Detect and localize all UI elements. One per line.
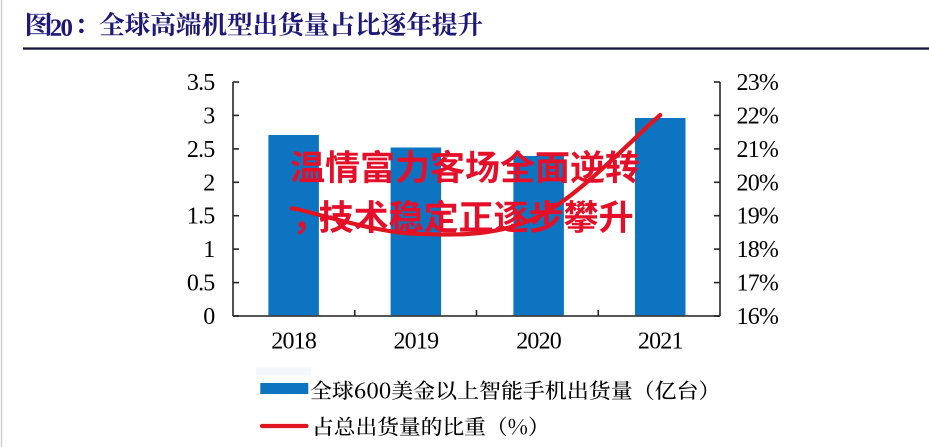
svg-text:0: 0 [203, 304, 215, 330]
svg-text:23%: 23% [737, 70, 779, 96]
svg-text:2018: 2018 [271, 329, 317, 355]
svg-text:0.5: 0.5 [187, 271, 215, 297]
svg-text:2: 2 [203, 170, 214, 196]
svg-text:3.5: 3.5 [187, 70, 215, 96]
svg-text:18%: 18% [737, 237, 779, 263]
svg-text:16%: 16% [737, 304, 779, 330]
svg-text:1: 1 [203, 237, 214, 263]
svg-text:2020: 2020 [516, 329, 562, 355]
svg-text:2021: 2021 [638, 329, 683, 355]
svg-text:20%: 20% [737, 170, 779, 196]
svg-text:17%: 17% [737, 271, 779, 297]
svg-text:1.5: 1.5 [187, 204, 215, 230]
svg-text:22%: 22% [737, 103, 779, 129]
svg-text:21%: 21% [737, 137, 779, 163]
svg-text:2019: 2019 [393, 329, 439, 355]
svg-text:3: 3 [203, 103, 215, 129]
svg-text:2.5: 2.5 [187, 137, 215, 163]
svg-text:19%: 19% [737, 204, 779, 230]
